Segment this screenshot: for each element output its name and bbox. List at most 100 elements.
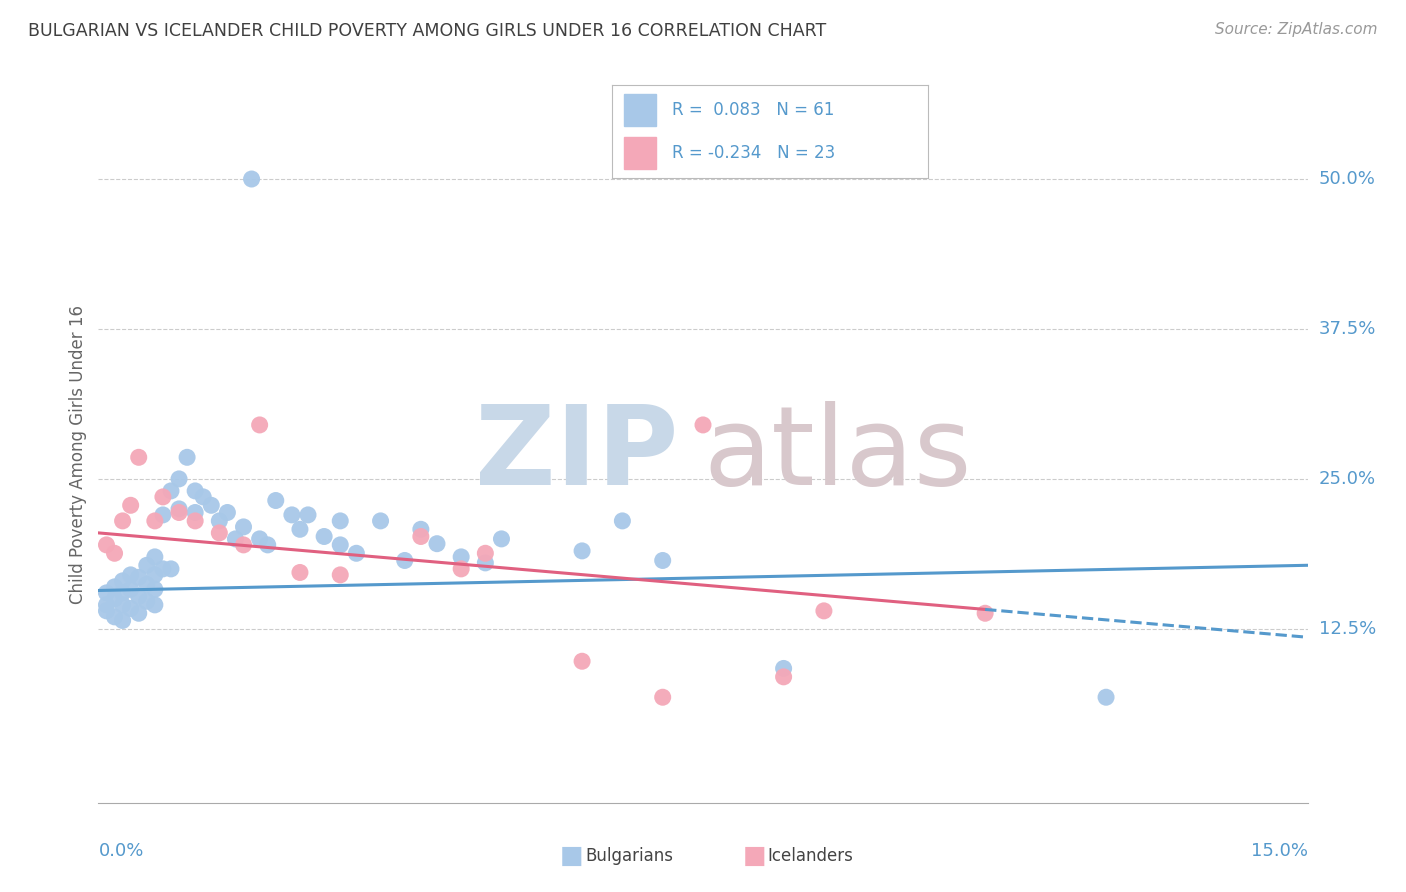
Point	[426, 537, 449, 551]
Point	[103, 591, 125, 606]
Text: BULGARIAN VS ICELANDER CHILD POVERTY AMONG GIRLS UNDER 16 CORRELATION CHART: BULGARIAN VS ICELANDER CHILD POVERTY AMO…	[28, 22, 827, 40]
Point	[1095, 690, 1118, 705]
Point	[120, 498, 142, 512]
Point	[329, 538, 352, 552]
Bar	[624, 137, 655, 169]
Text: R =  0.083   N = 61: R = 0.083 N = 61	[672, 101, 834, 119]
Point	[450, 549, 472, 564]
Point	[409, 522, 432, 536]
Text: Source: ZipAtlas.com: Source: ZipAtlas.com	[1215, 22, 1378, 37]
Point	[135, 577, 157, 591]
Point	[160, 562, 183, 576]
Point	[329, 567, 352, 582]
Point	[772, 661, 794, 675]
Point	[143, 582, 166, 597]
Point	[200, 498, 222, 512]
Point	[491, 532, 513, 546]
Point	[152, 562, 174, 576]
Point	[329, 514, 352, 528]
Point	[184, 483, 207, 498]
Point	[152, 508, 174, 522]
Point	[281, 508, 304, 522]
Point	[232, 520, 254, 534]
Point	[394, 553, 416, 567]
Point	[120, 601, 142, 615]
Point	[135, 558, 157, 573]
Point	[571, 654, 593, 668]
Point	[120, 582, 142, 597]
Point	[256, 538, 278, 552]
Point	[264, 493, 287, 508]
Text: 0.0%: 0.0%	[98, 842, 143, 860]
Y-axis label: Child Poverty Among Girls Under 16: Child Poverty Among Girls Under 16	[69, 305, 87, 605]
Text: Bulgarians: Bulgarians	[585, 847, 673, 865]
Text: 37.5%: 37.5%	[1319, 320, 1376, 338]
Point	[120, 567, 142, 582]
Point	[450, 562, 472, 576]
Text: Icelanders: Icelanders	[768, 847, 853, 865]
Point	[103, 546, 125, 560]
Text: 12.5%: 12.5%	[1319, 620, 1376, 638]
Point	[974, 607, 997, 621]
Point	[111, 598, 134, 612]
Point	[96, 586, 118, 600]
Point	[160, 483, 183, 498]
Point	[409, 529, 432, 543]
Point	[232, 538, 254, 552]
Point	[249, 532, 271, 546]
Point	[240, 172, 263, 186]
Point	[111, 614, 134, 628]
Text: 15.0%: 15.0%	[1250, 842, 1308, 860]
Text: 25.0%: 25.0%	[1319, 470, 1376, 488]
Text: ZIP: ZIP	[475, 401, 679, 508]
Point	[143, 514, 166, 528]
Point	[184, 514, 207, 528]
Point	[135, 594, 157, 608]
Point	[96, 538, 118, 552]
Point	[224, 532, 246, 546]
Point	[176, 450, 198, 465]
Text: ■: ■	[742, 845, 766, 868]
Point	[288, 522, 311, 536]
Point	[474, 556, 496, 570]
Point	[128, 590, 150, 604]
Point	[96, 604, 118, 618]
Text: R = -0.234   N = 23: R = -0.234 N = 23	[672, 145, 835, 162]
Point	[111, 574, 134, 588]
Point	[128, 450, 150, 465]
Point	[370, 514, 392, 528]
Point	[249, 417, 271, 432]
Point	[96, 598, 118, 612]
Point	[184, 506, 207, 520]
Point	[288, 566, 311, 580]
Point	[152, 490, 174, 504]
Point	[103, 610, 125, 624]
Point	[167, 502, 190, 516]
Point	[692, 417, 714, 432]
Point	[651, 553, 673, 567]
Point	[208, 514, 231, 528]
Point	[344, 546, 367, 560]
Point	[143, 549, 166, 564]
Text: atlas: atlas	[703, 401, 972, 508]
Point	[128, 607, 150, 621]
Point	[128, 570, 150, 584]
Point	[103, 580, 125, 594]
Point	[314, 529, 336, 543]
Point	[612, 514, 634, 528]
Point	[571, 544, 593, 558]
Point	[208, 525, 231, 540]
Point	[143, 598, 166, 612]
Point	[167, 506, 190, 520]
Text: 50.0%: 50.0%	[1319, 170, 1375, 188]
Point	[651, 690, 673, 705]
Point	[167, 472, 190, 486]
Point	[217, 506, 239, 520]
Point	[193, 490, 215, 504]
Point	[297, 508, 319, 522]
Point	[772, 670, 794, 684]
Point	[143, 567, 166, 582]
Point	[111, 586, 134, 600]
Bar	[624, 95, 655, 126]
Point	[474, 546, 496, 560]
